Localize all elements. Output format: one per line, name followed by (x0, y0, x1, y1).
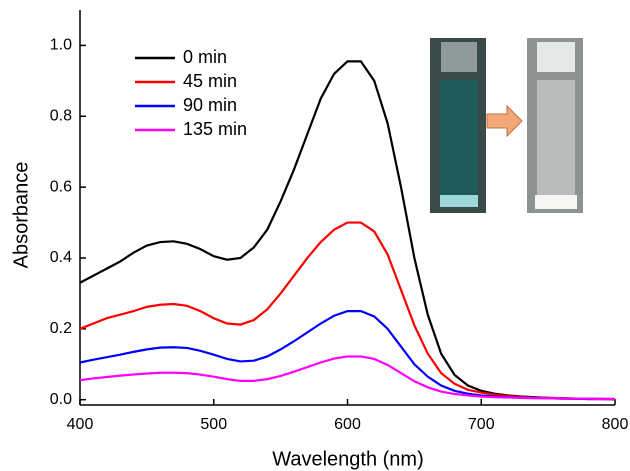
x-tick-label: 400 (67, 416, 94, 433)
x-tick-label: 600 (334, 416, 361, 433)
y-tick-label: 1.0 (50, 37, 72, 54)
inset-photo (430, 38, 583, 213)
legend-label: 45 min (183, 71, 237, 91)
x-axis-label: Wavelength (nm) (272, 448, 424, 470)
y-tick-label: 0.8 (50, 107, 72, 124)
y-tick-label: 0.0 (50, 391, 72, 408)
y-tick-label: 0.4 (50, 249, 72, 266)
y-axis-label: Absorbance (10, 162, 32, 269)
x-tick-label: 700 (468, 416, 495, 433)
legend-label: 0 min (183, 47, 227, 67)
legend-label: 135 min (183, 119, 247, 139)
y-tick-label: 0.2 (50, 320, 72, 337)
series-line (79, 355, 615, 401)
y-tick-label: 0.6 (50, 178, 72, 195)
x-tick-label: 800 (602, 416, 629, 433)
legend-label: 90 min (183, 95, 237, 115)
x-tick-label: 500 (200, 416, 227, 433)
series-line (79, 310, 615, 401)
